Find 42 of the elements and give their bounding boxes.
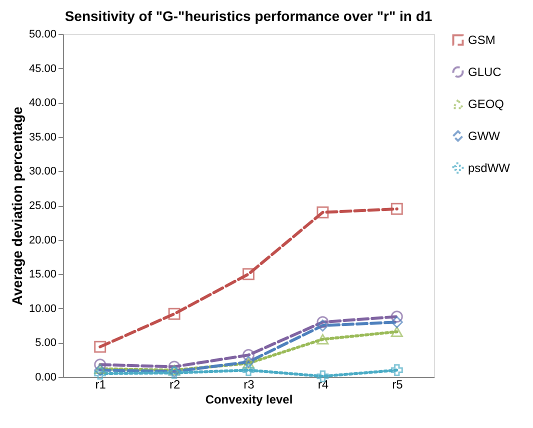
y-tick-label: 15.00 xyxy=(28,268,56,281)
point xyxy=(94,368,106,380)
point xyxy=(316,206,329,218)
point xyxy=(390,326,403,338)
point xyxy=(94,340,106,353)
y-tick-label: 0.00 xyxy=(35,372,56,384)
legend-label: GEOQ xyxy=(468,97,504,111)
y-tick-label: 5.00 xyxy=(35,337,56,350)
point xyxy=(316,334,329,345)
point xyxy=(316,320,329,332)
x-tick-label: r3 xyxy=(244,378,255,392)
legend-label: GSM xyxy=(468,33,496,47)
y-tick-label: 30.00 xyxy=(28,166,56,178)
x-tick-label: r4 xyxy=(318,378,329,392)
y-axis-title: Average deviation percentage xyxy=(8,106,25,306)
legend-label: GLUC xyxy=(468,65,502,79)
point xyxy=(94,358,106,371)
point xyxy=(168,360,180,373)
point xyxy=(390,310,403,323)
legend-label: psdWW xyxy=(468,161,511,175)
y-tick-label: 20.00 xyxy=(28,234,56,246)
point xyxy=(242,268,254,280)
x-tick-label: r1 xyxy=(95,378,106,392)
y-tick-label: 10.00 xyxy=(28,302,56,315)
y-tick-label: 25.00 xyxy=(28,200,56,212)
point xyxy=(316,316,329,328)
point xyxy=(390,316,403,328)
legend-label: GWW xyxy=(468,129,501,143)
y-tick-label: 50.00 xyxy=(28,28,56,40)
y-tick-label: 45.00 xyxy=(28,62,56,75)
point xyxy=(390,202,403,215)
x-tick-label: r2 xyxy=(169,378,180,392)
y-tick-label: 35.00 xyxy=(28,131,56,144)
point xyxy=(168,308,180,320)
y-tick-label: 40.00 xyxy=(28,97,56,110)
chart-title: Sensitivity of "G-"heuristics performance over "r" in d1 xyxy=(64,8,432,24)
point xyxy=(168,364,180,376)
x-tick-label: r5 xyxy=(392,378,404,392)
point xyxy=(390,364,403,376)
point xyxy=(242,349,254,362)
x-axis-title: Convexity level xyxy=(205,392,293,406)
point xyxy=(242,364,254,376)
